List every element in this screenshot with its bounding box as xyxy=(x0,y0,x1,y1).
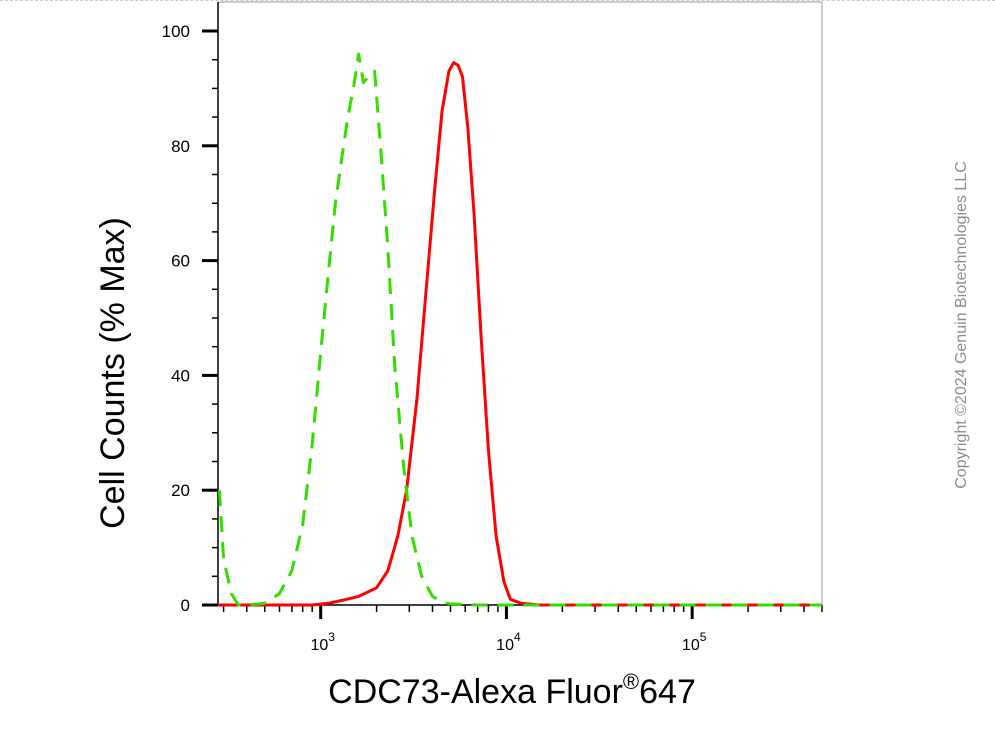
y-tick-label: 80 xyxy=(171,137,190,156)
y-tick-label: 0 xyxy=(181,596,190,615)
frame-top-border xyxy=(0,0,995,1)
y-tick-label: 100 xyxy=(162,22,190,41)
y-tick-label: 40 xyxy=(171,366,190,385)
series-line-sample-solid xyxy=(218,61,822,607)
x-axis-label-main: CDC73-Alexa Fluor xyxy=(328,673,623,711)
x-tick-label: 105 xyxy=(682,630,707,654)
x-axis-label-suffix: 647 xyxy=(639,673,696,711)
series-line-control-dashed xyxy=(217,52,822,607)
registered-mark: ® xyxy=(623,669,639,694)
y-axis-label: Cell Counts (% Max) xyxy=(94,217,132,529)
plot-area: 0 20 40 60 80 100 103 104 105 xyxy=(162,1,823,654)
y-tick-label: 20 xyxy=(171,481,190,500)
copyright-watermark: Copyright ©2024 Genuin Biotechnologies L… xyxy=(953,161,970,489)
x-tick-label: 104 xyxy=(496,630,521,654)
x-axis-label: CDC73-Alexa Fluor®647 xyxy=(328,669,696,711)
x-tick-label: 103 xyxy=(310,630,335,654)
y-tick-label: 60 xyxy=(171,252,190,271)
